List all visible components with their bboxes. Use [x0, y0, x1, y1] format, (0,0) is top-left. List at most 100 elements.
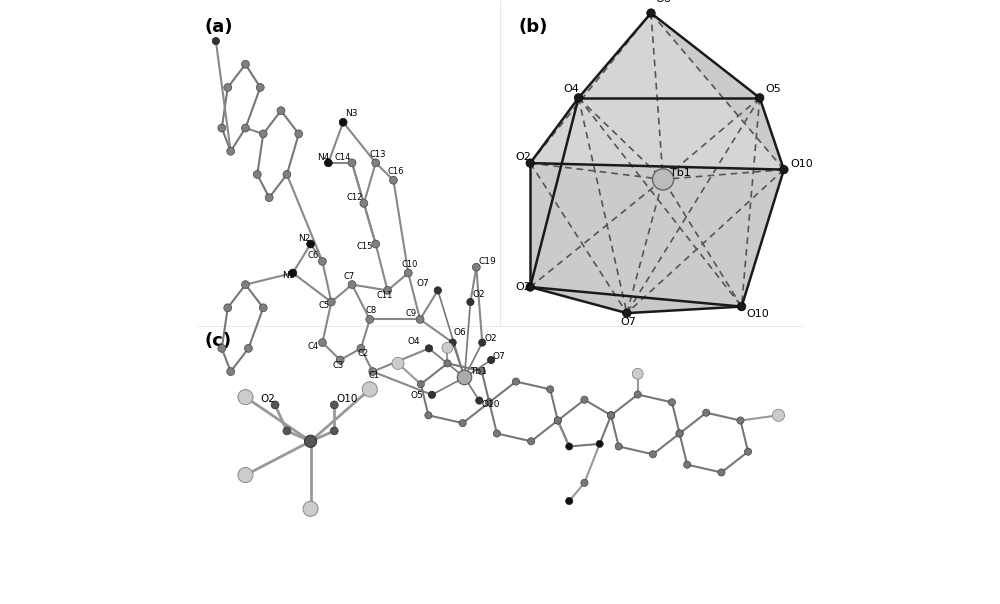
- Text: O10: O10: [481, 400, 500, 409]
- Ellipse shape: [653, 169, 674, 190]
- Ellipse shape: [434, 287, 441, 294]
- Ellipse shape: [372, 159, 380, 167]
- Ellipse shape: [372, 240, 380, 248]
- Ellipse shape: [330, 427, 338, 435]
- Ellipse shape: [366, 315, 374, 323]
- Ellipse shape: [224, 83, 232, 91]
- Text: N3: N3: [345, 109, 357, 118]
- Ellipse shape: [327, 298, 335, 306]
- Text: C12: C12: [347, 193, 363, 202]
- Text: C7: C7: [343, 272, 355, 281]
- Ellipse shape: [718, 469, 725, 476]
- Ellipse shape: [607, 412, 615, 419]
- Text: N1: N1: [282, 271, 294, 280]
- Ellipse shape: [615, 443, 622, 450]
- Text: C2: C2: [357, 349, 368, 358]
- Text: C16: C16: [387, 167, 404, 176]
- Ellipse shape: [744, 448, 752, 455]
- Ellipse shape: [703, 409, 710, 416]
- Ellipse shape: [339, 118, 347, 126]
- Ellipse shape: [476, 397, 483, 404]
- Ellipse shape: [684, 461, 691, 468]
- Text: Tb1: Tb1: [670, 169, 691, 178]
- Ellipse shape: [318, 257, 326, 265]
- Ellipse shape: [218, 124, 226, 132]
- Text: O10: O10: [336, 394, 357, 404]
- Ellipse shape: [392, 358, 404, 370]
- Text: C5: C5: [318, 301, 330, 310]
- Ellipse shape: [303, 501, 318, 516]
- Ellipse shape: [526, 159, 534, 167]
- Ellipse shape: [357, 344, 365, 352]
- Text: C9: C9: [405, 309, 417, 318]
- Ellipse shape: [283, 427, 291, 435]
- Ellipse shape: [780, 165, 788, 174]
- Polygon shape: [530, 287, 742, 313]
- Text: C11: C11: [376, 291, 393, 300]
- Ellipse shape: [449, 339, 456, 346]
- Ellipse shape: [256, 83, 264, 91]
- Text: O2: O2: [484, 335, 497, 344]
- Ellipse shape: [676, 430, 683, 437]
- Ellipse shape: [417, 381, 424, 388]
- Ellipse shape: [581, 396, 588, 403]
- Ellipse shape: [324, 159, 332, 167]
- Ellipse shape: [623, 309, 631, 317]
- Ellipse shape: [486, 399, 493, 406]
- Text: Tb1: Tb1: [471, 367, 487, 376]
- Ellipse shape: [227, 147, 235, 155]
- Ellipse shape: [330, 401, 338, 409]
- Text: O4: O4: [407, 336, 420, 345]
- Ellipse shape: [493, 430, 501, 437]
- Text: O10: O10: [746, 309, 769, 320]
- Polygon shape: [530, 98, 627, 313]
- Ellipse shape: [676, 430, 683, 437]
- Ellipse shape: [242, 60, 249, 68]
- Ellipse shape: [649, 451, 657, 458]
- Ellipse shape: [668, 399, 676, 406]
- Ellipse shape: [238, 467, 253, 483]
- Ellipse shape: [212, 37, 220, 45]
- Ellipse shape: [289, 269, 297, 277]
- Ellipse shape: [336, 356, 344, 364]
- Ellipse shape: [487, 356, 495, 364]
- Text: O6: O6: [454, 329, 467, 338]
- Ellipse shape: [467, 298, 474, 306]
- Text: C15: C15: [357, 242, 373, 251]
- Ellipse shape: [632, 368, 643, 379]
- Ellipse shape: [528, 438, 535, 445]
- Polygon shape: [579, 13, 760, 98]
- Ellipse shape: [634, 391, 641, 398]
- Text: C3: C3: [333, 361, 344, 370]
- Polygon shape: [530, 13, 651, 163]
- Ellipse shape: [566, 443, 573, 450]
- Ellipse shape: [283, 170, 291, 178]
- Text: O4: O4: [563, 84, 579, 94]
- Ellipse shape: [459, 419, 466, 426]
- Text: C14: C14: [335, 153, 351, 162]
- Text: C13: C13: [369, 150, 386, 159]
- Text: (a): (a): [204, 18, 233, 36]
- Ellipse shape: [218, 344, 226, 352]
- Ellipse shape: [486, 399, 493, 406]
- Ellipse shape: [472, 263, 480, 271]
- Ellipse shape: [390, 176, 397, 184]
- Ellipse shape: [307, 240, 315, 248]
- Ellipse shape: [277, 107, 285, 115]
- Ellipse shape: [772, 410, 785, 422]
- Ellipse shape: [607, 412, 615, 419]
- Text: O10: O10: [790, 159, 813, 169]
- Text: O5: O5: [410, 391, 423, 400]
- Text: O2: O2: [515, 282, 531, 292]
- Ellipse shape: [755, 94, 764, 102]
- Text: (b): (b): [518, 18, 547, 36]
- Ellipse shape: [238, 390, 253, 405]
- Text: C8: C8: [366, 306, 377, 315]
- Ellipse shape: [416, 315, 424, 323]
- Ellipse shape: [227, 368, 235, 376]
- Polygon shape: [530, 163, 784, 313]
- Ellipse shape: [305, 435, 317, 448]
- Polygon shape: [651, 13, 784, 170]
- Text: O5: O5: [766, 84, 782, 94]
- Ellipse shape: [404, 269, 412, 277]
